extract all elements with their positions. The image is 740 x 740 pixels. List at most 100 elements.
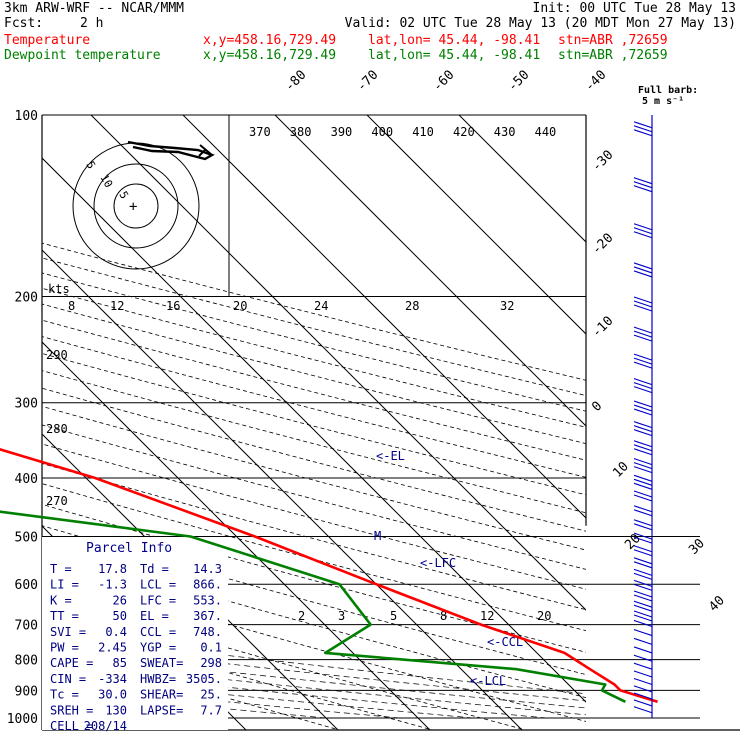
wind-barb: [633, 545, 653, 553]
isotherm-line: [90, 115, 586, 611]
wind-barb: [633, 223, 653, 231]
wind-barb: [633, 404, 653, 412]
theta-e-label: 400: [371, 125, 393, 139]
dewpoint-profile: [0, 510, 626, 703]
parcel-value-2: 14.3: [193, 562, 222, 576]
mixing-ratio-label: 3: [338, 609, 345, 623]
wind-barb: [633, 692, 653, 700]
pressure-tick-label: 700: [15, 619, 38, 634]
wind-barb: [633, 549, 653, 557]
isotherm-line: [42, 249, 523, 730]
pressure-tick-label: 400: [15, 472, 38, 487]
wind-barb: [633, 568, 653, 576]
mixing-ratio-label: 2: [298, 609, 305, 623]
parcel-label-1: T =: [50, 562, 72, 576]
temperature-stn: stn=ABR ,72659: [558, 33, 668, 48]
wind-barb: [633, 505, 653, 513]
isotherm-line: [42, 433, 339, 730]
wind-barb: [633, 266, 653, 274]
parcel-value-1: 0.4: [105, 625, 127, 639]
barb-legend: Full barb:: [638, 85, 698, 96]
theta-e-label: 370: [249, 125, 271, 139]
wind-barb: [633, 429, 653, 437]
pressure-tick-label: 800: [15, 654, 38, 669]
wind-barb: [633, 444, 653, 452]
isotherm-label: 20: [622, 531, 644, 553]
wind-barb: [633, 181, 653, 189]
theta-e-label: 430: [494, 125, 516, 139]
parcel-label-1: CELL =: [50, 719, 93, 733]
dewpoint-latlon: lat,lon= 45.44, -98.41: [368, 48, 541, 63]
level-label: <-LFC: [420, 556, 456, 570]
isotherm-label: -50: [505, 68, 532, 95]
theta-e-label: 410: [412, 125, 434, 139]
wind-barb: [633, 386, 653, 394]
isotherm-label: -30: [589, 148, 616, 175]
hodograph-ring-label: 5: [83, 159, 98, 171]
isotherm-label: -70: [354, 68, 381, 95]
wind-barb: [633, 185, 653, 193]
dry-adiabat: [42, 303, 586, 445]
wind-barb: [633, 637, 653, 645]
parcel-value-1: 2.45: [98, 641, 127, 655]
level-label: M: [374, 529, 381, 543]
level-label: <-EL: [376, 449, 405, 463]
wind-speed-label: 16: [166, 299, 180, 313]
wind-barb: [633, 400, 653, 408]
wind-barb: [633, 177, 653, 185]
wind-speed-label: 12: [110, 299, 124, 313]
wind-barb: [633, 440, 653, 448]
parcel-value-1: 85: [113, 656, 127, 670]
wind-barb: [633, 357, 653, 365]
parcel-label-2: SHEAR=: [140, 688, 183, 702]
parcel-label-2: LFC =: [140, 593, 176, 607]
wind-barb: [633, 536, 653, 544]
wind-barb: [633, 699, 653, 707]
parcel-value-1: 208/14: [84, 719, 127, 733]
wind-barb: [633, 509, 653, 517]
parcel-value-2: 25.: [200, 688, 222, 702]
isotherm-label: -20: [589, 231, 616, 258]
pressure-tick-label: 900: [15, 684, 38, 699]
grid-lines: [42, 115, 586, 730]
parcel-label-2: YGP =: [140, 641, 176, 655]
parcel-label-2: HWBZ=: [140, 672, 176, 686]
wind-barb: [633, 227, 653, 235]
mixing-ratio-label: 5: [390, 609, 397, 623]
parcel-value-2: 866.: [193, 578, 222, 592]
parcel-label-1: SREH =: [50, 703, 93, 717]
pressure-tick-label: 500: [15, 530, 38, 545]
isotherm-line: [42, 341, 431, 730]
theta-label: 280: [46, 422, 68, 436]
parcel-label-1: TT =: [50, 609, 79, 623]
wind-barb: [633, 270, 653, 278]
parcel-label-2: EL =: [140, 609, 169, 623]
valid-time: Valid: 02 UTC Tue 28 May 13 (20 MDT Mon …: [344, 16, 736, 31]
wind-barb: [633, 614, 653, 622]
wind-barb: [633, 610, 653, 618]
parcel-label-1: LI =: [50, 578, 79, 592]
mixing-ratio-label: 12: [480, 609, 494, 623]
hodograph-arrow: [198, 144, 213, 157]
theta-e-label: 440: [535, 125, 557, 139]
wind-barb: [633, 494, 653, 502]
theta-e-label: 380: [290, 125, 312, 139]
wind-barb: [633, 121, 653, 129]
parcel-value-1: 130: [105, 703, 127, 717]
dry-adiabat: [42, 257, 586, 396]
hodograph-trace: [127, 140, 215, 161]
level-label: <-CCL: [487, 635, 523, 649]
isotherm-line: [458, 115, 586, 243]
parcel-label-1: K =: [50, 593, 72, 607]
level-label: <-LCL: [470, 674, 506, 688]
wind-barb: [633, 129, 653, 137]
wind-barb: [633, 262, 653, 270]
parcel-label-2: SWEAT=: [140, 656, 183, 670]
isotherm-label: -80: [282, 68, 309, 95]
isotherm-label: -60: [430, 68, 457, 95]
wind-barb: [633, 557, 653, 565]
parcel-value-1: 17.8: [98, 562, 127, 576]
parcel-value-2: 748.: [193, 625, 222, 639]
wind-barb: [633, 330, 653, 338]
theta-e-label: 390: [331, 125, 353, 139]
